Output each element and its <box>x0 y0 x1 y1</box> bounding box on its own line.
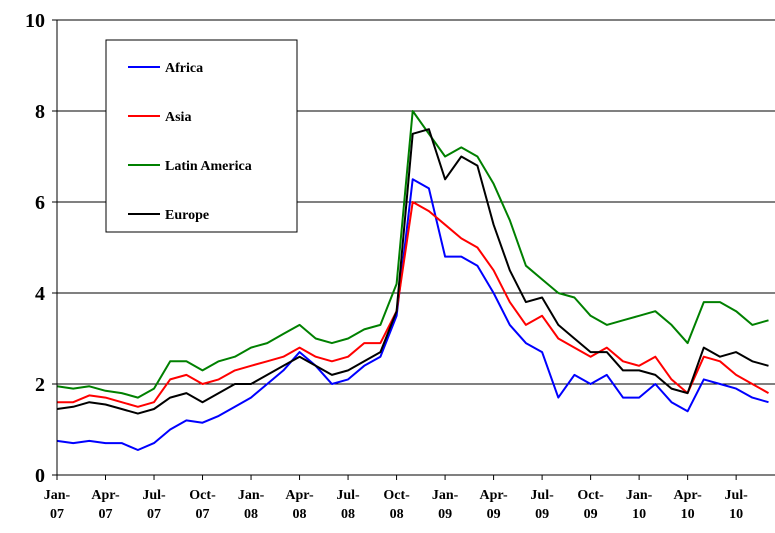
x-tick-label: 08 <box>244 507 258 522</box>
legend-label: Africa <box>165 61 203 76</box>
x-tick-label: 10 <box>632 507 646 522</box>
x-tick-label: Jul- <box>530 488 554 503</box>
x-tick-label: 08 <box>341 507 355 522</box>
legend: Africa Asia Latin America Europe <box>105 39 298 233</box>
x-tick-label: Jan- <box>44 488 71 503</box>
x-tick-label: Apr- <box>285 488 314 503</box>
x-tick-label: Jul- <box>142 488 166 503</box>
y-tick-label: 6 <box>35 192 45 214</box>
x-tick-label: 09 <box>535 507 549 522</box>
x-tick-label: 07 <box>147 507 161 522</box>
x-tick-label: 08 <box>293 507 307 522</box>
y-tick-label: 2 <box>35 374 45 396</box>
x-tick-label: Jan- <box>432 488 459 503</box>
x-tick-label: 07 <box>196 507 210 522</box>
x-tick-label: 09 <box>438 507 452 522</box>
series-line <box>56 128 769 415</box>
y-tick-label: 10 <box>25 10 45 32</box>
series-line <box>56 178 769 451</box>
x-tick-label: Oct- <box>383 488 410 503</box>
x-tick-label: Apr- <box>91 488 120 503</box>
series-line <box>57 201 769 408</box>
x-tick-label: 08 <box>390 507 404 522</box>
x-tick-label: Jan- <box>238 488 265 503</box>
x-tick-label: Oct- <box>577 488 604 503</box>
x-tick-label: Apr- <box>673 488 702 503</box>
x-tick-label: Jul- <box>724 488 748 503</box>
legend-label: Asia <box>165 110 191 125</box>
x-tick-label: 09 <box>584 507 598 522</box>
legend-box <box>105 39 298 233</box>
x-tick-label: Jul- <box>336 488 360 503</box>
y-tick-label: 0 <box>35 465 45 487</box>
series-line <box>56 110 769 399</box>
x-tick-label: 10 <box>681 507 695 522</box>
x-tick-label: 07 <box>50 507 64 522</box>
y-tick-label: 8 <box>35 101 45 123</box>
x-tick-label: 09 <box>487 507 501 522</box>
legend-label: Europe <box>165 208 209 223</box>
x-tick-label: Oct- <box>189 488 216 503</box>
x-tick-label: Apr- <box>479 488 508 503</box>
x-tick-label: 10 <box>729 507 743 522</box>
legend-label: Latin America <box>165 159 252 174</box>
y-tick-label: 4 <box>35 283 45 305</box>
x-tick-label: 07 <box>99 507 113 522</box>
x-tick-label: Jan- <box>626 488 653 503</box>
